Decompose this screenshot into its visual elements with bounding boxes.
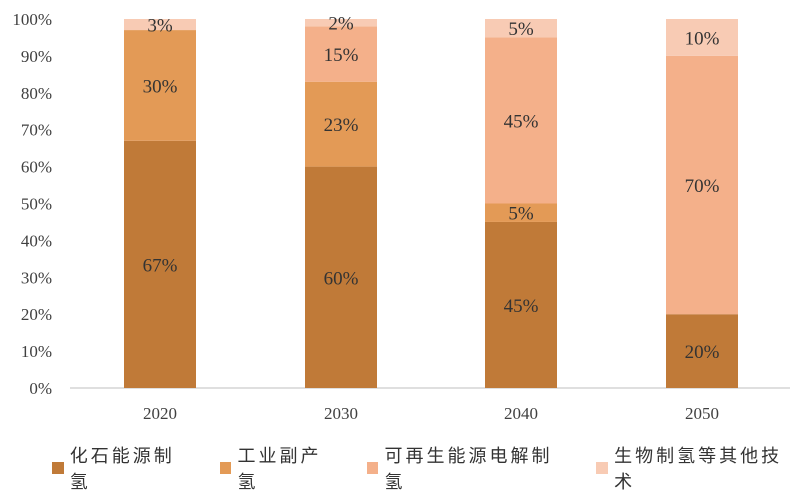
y-tick-label: 80%: [21, 84, 52, 103]
bar-segment: [124, 19, 196, 31]
x-tick-label: 2050: [685, 404, 719, 423]
legend-label: 化石能源制氢: [69, 446, 175, 493]
x-tick-label: 2030: [324, 404, 358, 423]
legend-swatch: [219, 462, 232, 474]
y-tick-label: 90%: [21, 47, 52, 66]
bar-segment: [485, 37, 557, 204]
bars-group: 67% 30% 3% 60% 23% 15% 2% 45% 5% 45% 5% 20% 70% 10%: [124, 14, 738, 388]
data-label: 30%: [143, 76, 178, 97]
x-tick-label: 2040: [504, 404, 538, 423]
x-axis: 2020 2030 2040 2050: [143, 404, 719, 423]
legend-label: 生物制氢等其他技术: [614, 446, 783, 493]
bar-segment: [485, 203, 557, 222]
y-tick-label: 20%: [21, 305, 52, 324]
data-label: 20%: [685, 342, 720, 363]
data-label: 70%: [685, 176, 720, 197]
legend-item: 可再生能源电解制氢: [366, 442, 571, 494]
y-tick-label: 70%: [21, 121, 52, 140]
bar-segment: [485, 221, 557, 388]
data-label: 45%: [504, 296, 539, 317]
x-tick-label: 2020: [143, 404, 177, 423]
legend-item: 生物制氢等其他技术: [596, 442, 800, 494]
legend-swatch: [52, 462, 64, 474]
legend-swatch: [596, 462, 609, 474]
bar-segment: [666, 314, 738, 388]
legend-item: 化石能源制氢: [52, 442, 194, 494]
y-tick-label: 30%: [21, 268, 52, 287]
y-tick-label: 40%: [21, 231, 52, 250]
legend-label: 可再生能源电解制氢: [384, 446, 553, 493]
data-label: 3%: [147, 16, 173, 37]
bar-segment: [305, 166, 377, 388]
y-tick-label: 60%: [21, 158, 52, 177]
data-label: 2%: [328, 14, 354, 35]
bar-segment: [305, 19, 377, 27]
y-tick-label: 100%: [12, 10, 52, 29]
bar-segment: [305, 81, 377, 167]
stacked-bar-chart: 0% 10% 20% 30% 40% 50% 60% 70% 80% 90% 100% 67% 30%…: [12, 10, 790, 423]
bar-segment: [305, 26, 377, 82]
bar-segment: [485, 19, 557, 38]
bar-segment: [124, 140, 196, 388]
y-tick-label: 10%: [21, 342, 52, 361]
data-label: 23%: [324, 115, 359, 136]
legend-item: 工业副产氢: [219, 442, 341, 494]
bar-segment: [666, 19, 738, 56]
data-label: 15%: [324, 45, 359, 66]
y-tick-label: 0%: [29, 379, 52, 398]
legend: 化石能源制氢 工业副产氢 可再生能源电解制氢 生物制氢等其他技术: [52, 442, 800, 494]
legend-label: 工业副产氢: [237, 446, 322, 493]
data-label: 5%: [508, 19, 534, 40]
bar-segment: [666, 55, 738, 315]
data-label: 60%: [324, 268, 359, 289]
data-label: 10%: [685, 28, 720, 49]
y-axis: 0% 10% 20% 30% 40% 50% 60% 70% 80% 90% 100%: [12, 10, 52, 398]
y-tick-label: 50%: [21, 195, 52, 214]
legend-swatch: [366, 462, 379, 474]
data-label: 45%: [504, 111, 539, 132]
bar-segment: [124, 30, 196, 141]
data-label: 5%: [508, 204, 534, 225]
data-label: 67%: [143, 255, 178, 276]
